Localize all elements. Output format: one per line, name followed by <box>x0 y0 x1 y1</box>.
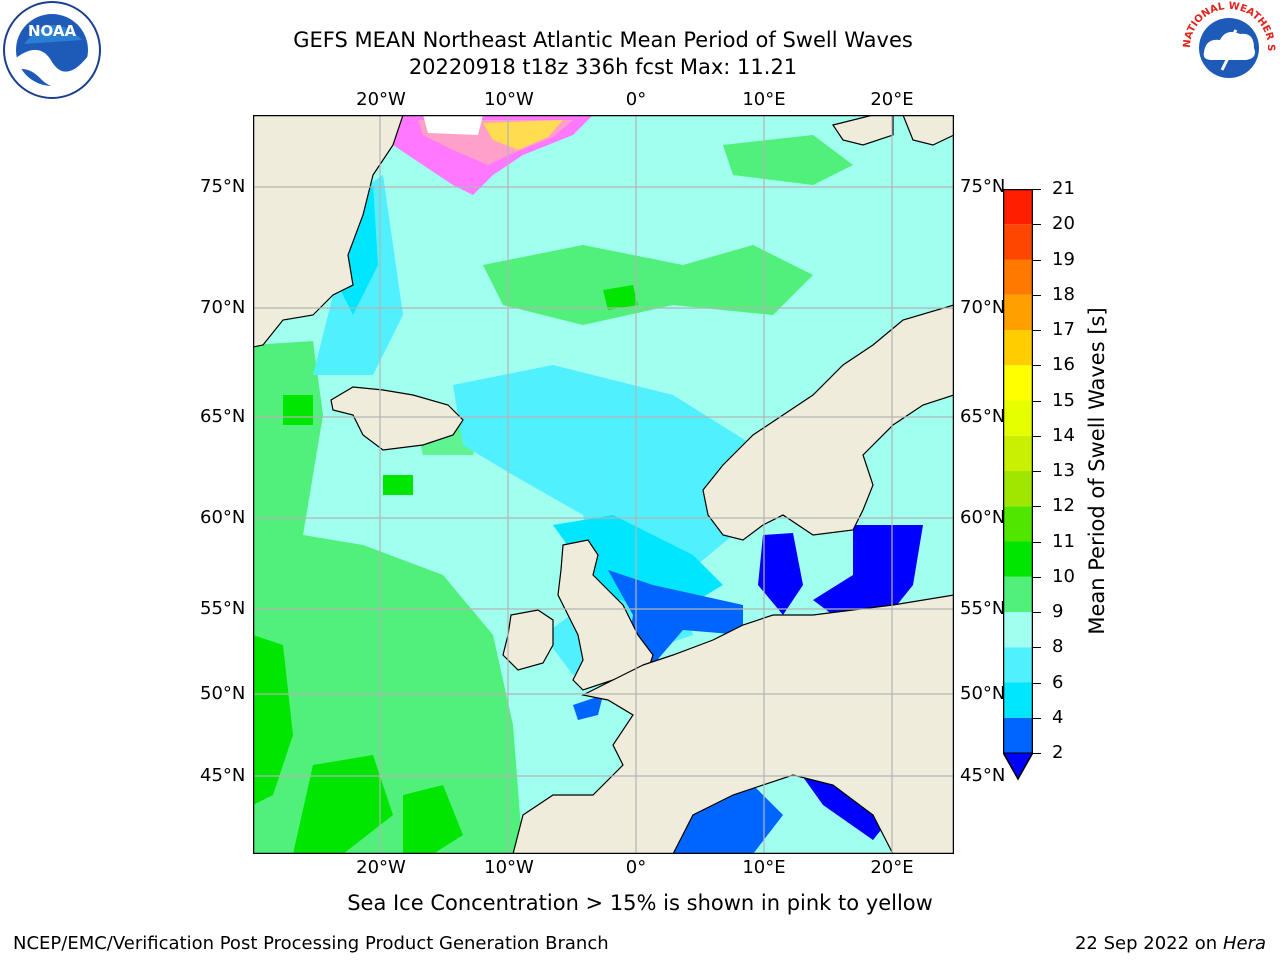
colorbar-segment <box>1003 189 1033 225</box>
colorbar-segment <box>1003 294 1033 330</box>
colorbar-under-arrow <box>1003 752 1033 781</box>
colorbar-tick-label: 16 <box>1052 354 1075 376</box>
lat-label-left-75n: 75°N <box>200 176 246 197</box>
map-subtitle: 20220918 t18z 336h fcst Max: 11.21 <box>408 55 798 79</box>
colorbar-tick-label: 6 <box>1052 671 1064 693</box>
run-on: on <box>1194 933 1218 954</box>
colorbar-segment <box>1003 365 1033 401</box>
colorbar-segment <box>1003 471 1033 507</box>
sea-ice-footnote: Sea Ice Concentration > 15% is shown in … <box>347 891 933 915</box>
lat-label-left-60n: 60°N <box>200 507 246 528</box>
colorbar-tick-mark <box>1033 682 1041 684</box>
colorbar-tick-mark <box>1033 576 1041 578</box>
map-panel <box>253 115 954 854</box>
lat-label-right-65n: 65°N <box>960 406 1006 427</box>
map-frame <box>253 115 954 854</box>
lat-label-right-70n: 70°N <box>960 297 1006 318</box>
lon-label-bottom-10w: 10°W <box>484 857 534 878</box>
lat-label-right-45n: 45°N <box>960 765 1006 786</box>
producer-credit: NCEP/EMC/Verification Post Processing Pr… <box>13 933 609 954</box>
colorbar-segment <box>1003 259 1033 295</box>
lat-label-right-75n: 75°N <box>960 176 1006 197</box>
colorbar-tick-label: 13 <box>1052 460 1075 481</box>
colorbar-segment <box>1003 224 1033 260</box>
colorbar-tick-mark <box>1033 259 1041 261</box>
colorbar <box>1003 189 1033 781</box>
colorbar-label: Mean Period of Swell Waves [s] <box>1085 307 1109 635</box>
lon-label-top-0: 0° <box>625 89 647 110</box>
colorbar-segment <box>1003 435 1033 471</box>
colorbar-segment <box>1003 330 1033 366</box>
colorbar-outline <box>1003 189 1033 781</box>
lat-label-left-55n: 55°N <box>200 598 246 619</box>
lat-label-left-50n: 50°N <box>200 683 246 704</box>
colorbar-tick-mark <box>1033 506 1041 508</box>
colorbar-tick-mark <box>1033 189 1041 190</box>
swell-9-10s-zones <box>253 135 853 854</box>
lat-label-left-70n: 70°N <box>200 297 246 318</box>
nws-logo: NATIONAL WEATHER SERVICE <box>1178 0 1276 94</box>
colorbar-tick-mark <box>1033 612 1041 613</box>
colorbar-tick-mark <box>1033 647 1041 649</box>
colorbar-segment <box>1003 682 1033 718</box>
colorbar-segment <box>1003 506 1033 542</box>
colorbar-tick-mark <box>1033 471 1041 472</box>
colorbar-tick-label: 10 <box>1052 565 1075 587</box>
colorbar-tick-mark <box>1033 294 1041 296</box>
noaa-logo: NOAA <box>3 1 101 99</box>
lat-label-left-45n: 45°N <box>200 765 246 786</box>
colorbar-tick-mark <box>1033 365 1041 367</box>
run-date: 22 Sep 2022 <box>1074 933 1190 954</box>
colorbar-tick-label: 20 <box>1052 213 1075 235</box>
colorbar-tick-mark <box>1033 330 1041 331</box>
colorbar-tick-label: 19 <box>1052 248 1075 270</box>
colorbar-segment <box>1003 400 1033 436</box>
noaa-logo-text: NOAA <box>28 22 77 40</box>
colorbar-tick-label: 15 <box>1052 389 1075 411</box>
colorbar-segment <box>1003 612 1033 648</box>
colorbar-tick-mark <box>1033 400 1041 402</box>
colorbar-tick-label: 11 <box>1052 530 1075 552</box>
colorbar-segment <box>1003 541 1033 577</box>
lat-label-right-60n: 60°N <box>960 507 1006 528</box>
swell-10-11s-spots <box>253 285 638 854</box>
colorbar-segment <box>1003 647 1033 683</box>
lon-label-top-10e: 10°E <box>742 89 786 110</box>
land-masses <box>253 115 954 854</box>
colorbar-tick-mark <box>1033 224 1041 226</box>
colorbar-tick-label: 4 <box>1052 706 1064 728</box>
lon-label-bottom-0: 0° <box>625 857 647 878</box>
colorbar-tick-mark <box>1033 753 1041 754</box>
colorbar-tick-mark <box>1033 717 1041 719</box>
colorbar-segment <box>1003 576 1033 612</box>
colorbar-tick-mark <box>1033 541 1041 543</box>
colorbar-tick-label: 12 <box>1052 495 1075 517</box>
colorbar-segment <box>1003 717 1033 753</box>
sea-ice-zone <box>393 115 593 195</box>
colorbar-tick-label: 9 <box>1052 601 1064 622</box>
lon-label-top-10w: 10°W <box>484 89 534 110</box>
colorbar-tick-label: 14 <box>1052 424 1075 446</box>
graticule <box>253 115 954 854</box>
run-stamp: 22 Sep 2022 on Hera <box>1075 933 1266 954</box>
lat-label-right-50n: 50°N <box>960 683 1006 704</box>
colorbar-tick-label: 2 <box>1052 742 1064 763</box>
lon-label-bottom-20e: 20°E <box>870 857 914 878</box>
lat-label-right-55n: 55°N <box>960 598 1006 619</box>
lat-label-left-65n: 65°N <box>200 406 246 427</box>
lon-label-bottom-20w: 20°W <box>356 857 406 878</box>
lon-label-top-20e: 20°E <box>870 89 914 110</box>
run-machine: Hera <box>1222 933 1266 954</box>
colorbar-tick-label: 21 <box>1052 178 1075 199</box>
swell-period-map <box>253 115 954 854</box>
colorbar-tick-label: 8 <box>1052 636 1064 658</box>
colorbar-tick-label: 17 <box>1052 319 1075 340</box>
lon-label-bottom-10e: 10°E <box>742 857 786 878</box>
colorbar-tick-label: 18 <box>1052 283 1075 305</box>
map-title: GEFS MEAN Northeast Atlantic Mean Period… <box>293 28 913 52</box>
lon-label-top-20w: 20°W <box>356 89 406 110</box>
colorbar-tick-mark <box>1033 435 1041 437</box>
